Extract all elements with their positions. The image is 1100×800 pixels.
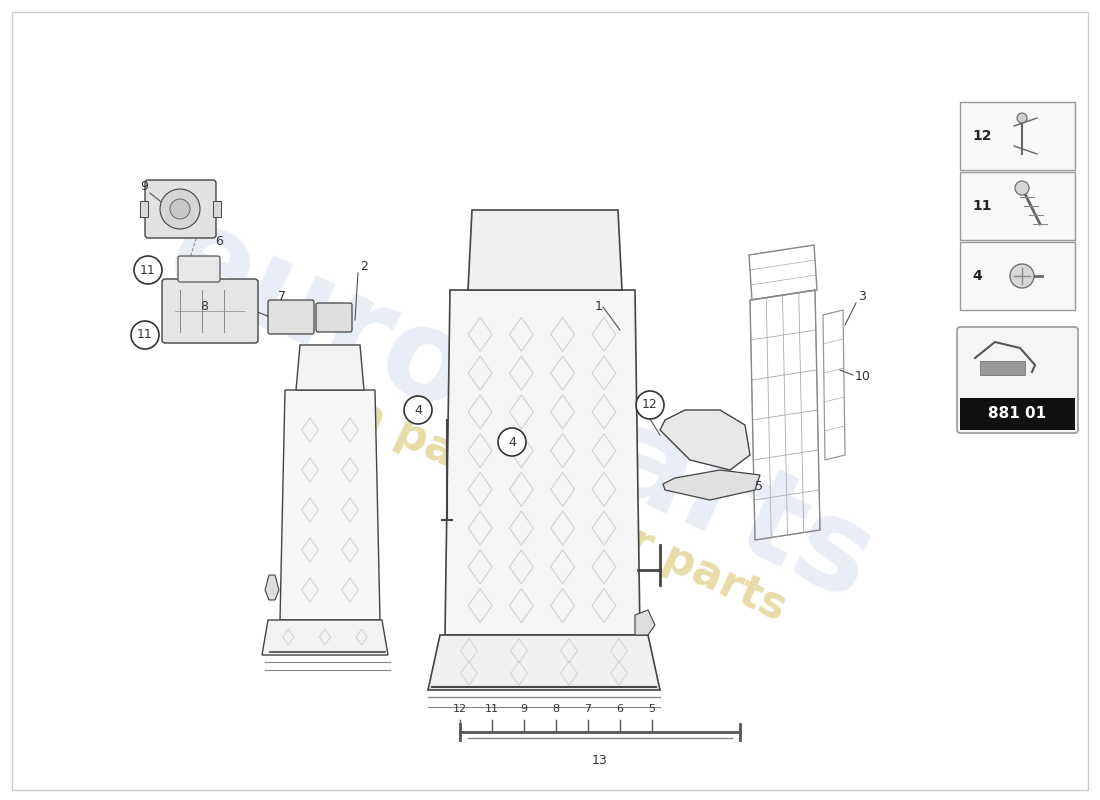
Bar <box>140 201 148 217</box>
Text: 881 01: 881 01 <box>988 406 1046 422</box>
FancyBboxPatch shape <box>145 180 216 238</box>
Polygon shape <box>280 390 380 620</box>
Bar <box>213 201 221 217</box>
Text: 12: 12 <box>972 129 991 143</box>
Bar <box>960 102 1075 170</box>
Text: 8: 8 <box>552 704 560 714</box>
Polygon shape <box>468 210 622 290</box>
Text: 12: 12 <box>453 704 468 714</box>
Polygon shape <box>446 290 640 635</box>
Text: 7: 7 <box>278 290 286 303</box>
FancyBboxPatch shape <box>178 256 220 282</box>
Text: 13: 13 <box>592 754 608 767</box>
Text: 6: 6 <box>616 704 624 714</box>
Circle shape <box>1018 113 1027 123</box>
Text: 9: 9 <box>140 180 147 193</box>
Bar <box>960 242 1075 310</box>
Text: 1: 1 <box>595 300 603 313</box>
Bar <box>960 398 1075 430</box>
Circle shape <box>636 391 664 419</box>
Text: 11: 11 <box>972 199 991 213</box>
Polygon shape <box>635 610 654 635</box>
Bar <box>960 172 1075 240</box>
Text: 3: 3 <box>858 290 866 303</box>
Text: 5: 5 <box>755 480 763 493</box>
Text: 11: 11 <box>138 329 153 342</box>
Text: 4: 4 <box>972 269 981 283</box>
Circle shape <box>160 189 200 229</box>
Polygon shape <box>663 470 760 500</box>
Text: 6: 6 <box>214 235 223 248</box>
Polygon shape <box>265 575 279 600</box>
FancyBboxPatch shape <box>957 327 1078 433</box>
Text: 12: 12 <box>642 398 658 411</box>
Circle shape <box>404 396 432 424</box>
Polygon shape <box>660 410 750 470</box>
Circle shape <box>498 428 526 456</box>
Circle shape <box>131 321 160 349</box>
Polygon shape <box>262 620 388 655</box>
Circle shape <box>1015 181 1028 195</box>
Polygon shape <box>296 345 364 390</box>
Text: 4: 4 <box>508 435 516 449</box>
FancyBboxPatch shape <box>162 279 258 343</box>
Circle shape <box>1010 264 1034 288</box>
Text: 11: 11 <box>485 704 499 714</box>
FancyBboxPatch shape <box>316 303 352 332</box>
Text: 10: 10 <box>855 370 871 383</box>
Text: 7: 7 <box>584 704 592 714</box>
Text: 8: 8 <box>200 300 208 313</box>
Circle shape <box>170 199 190 219</box>
Text: 4: 4 <box>414 403 422 417</box>
Text: 9: 9 <box>520 704 528 714</box>
Text: 2: 2 <box>360 260 367 273</box>
Polygon shape <box>428 635 660 690</box>
Text: 5: 5 <box>649 704 656 714</box>
Circle shape <box>134 256 162 284</box>
Text: 11: 11 <box>140 263 156 277</box>
Text: eurosparts: eurosparts <box>147 194 892 626</box>
Bar <box>980 361 1025 375</box>
Text: a passion for parts: a passion for parts <box>346 390 793 630</box>
FancyBboxPatch shape <box>268 300 313 334</box>
